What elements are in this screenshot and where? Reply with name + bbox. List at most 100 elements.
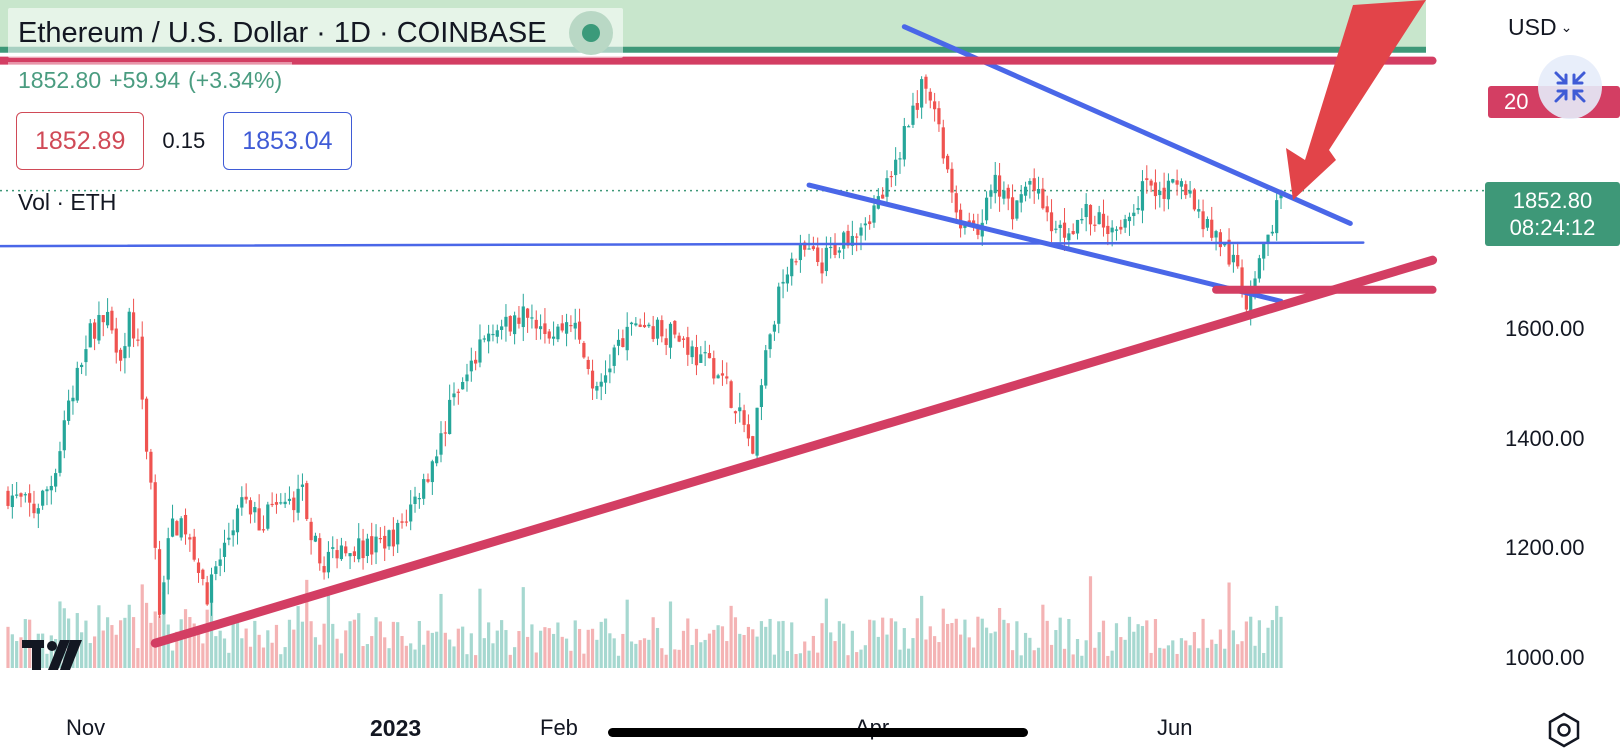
buy-price-button[interactable]: 1853.04: [223, 112, 352, 170]
candle: [1201, 199, 1205, 238]
volume-bar: [885, 634, 889, 668]
volume-bar: [1257, 620, 1261, 668]
candle: [244, 483, 248, 504]
candle: [603, 360, 608, 395]
volume-bar: [162, 592, 166, 668]
volume-bar: [378, 621, 382, 668]
volume-bar: [80, 632, 84, 668]
candle: [361, 528, 365, 570]
header-price: 1852.80: [18, 66, 102, 93]
candle: [1132, 204, 1136, 226]
candle: [907, 124, 911, 128]
volume-bar: [1062, 648, 1067, 668]
volume-bar: [846, 655, 850, 668]
volume-bar: [1071, 654, 1075, 668]
volume-bar: [751, 629, 755, 668]
red-trendline[interactable]: [150, 255, 1438, 648]
volume-bar: [729, 605, 733, 668]
settings-hexagon-icon[interactable]: [1544, 710, 1584, 750]
volume-bar: [400, 636, 404, 668]
candle: [1205, 216, 1210, 231]
volume-bar: [534, 652, 538, 668]
volume-bar: [335, 638, 339, 668]
volume-bar: [201, 643, 205, 668]
candle: [746, 414, 751, 447]
volume-bar: [266, 630, 270, 668]
candle: [28, 484, 32, 517]
symbol-header[interactable]: Ethereum / U.S. Dollar · 1D · COINBASE: [8, 8, 623, 58]
candle: [123, 332, 127, 374]
candle: [175, 519, 179, 536]
volume-bar: [430, 632, 434, 668]
volume-bar: [842, 623, 846, 668]
candle: [863, 217, 867, 241]
volume-bar: [1236, 644, 1240, 668]
volume-bar: [244, 628, 248, 668]
currency-selector[interactable]: USD ⌄: [1508, 14, 1572, 41]
volume-bar: [448, 639, 452, 668]
candle: [322, 556, 326, 580]
candle: [894, 147, 898, 186]
candle: [1162, 172, 1166, 212]
volume-bar: [781, 620, 785, 668]
candle: [396, 519, 400, 554]
candle: [474, 351, 478, 371]
price-axis[interactable]: [1486, 0, 1624, 750]
candle: [837, 247, 841, 259]
price-change-line: 1852.80 +59.94 (+3.34%): [8, 62, 293, 98]
blue-trendline[interactable]: [0, 241, 1365, 248]
annotation-arrow[interactable]: [1286, 0, 1426, 200]
volume-bar: [188, 617, 192, 668]
volume-bar: [543, 627, 547, 668]
candle: [820, 248, 824, 284]
volume-bar: [1019, 655, 1023, 668]
trendlines[interactable]: [0, 24, 1438, 648]
candle: [755, 407, 759, 459]
volume-bar: [686, 618, 690, 668]
candle: [417, 492, 421, 509]
volume-bar: [1231, 630, 1235, 668]
candle: [1028, 178, 1032, 199]
volume-bar: [564, 638, 569, 668]
volume-bar: [439, 593, 443, 668]
volume-indicator-label[interactable]: Vol · ETH: [18, 189, 117, 215]
volume-bar: [941, 608, 945, 668]
volume-bar: [404, 645, 408, 668]
volume-bar: [872, 620, 876, 668]
volume-bar: [1210, 639, 1214, 668]
symbol-title[interactable]: Ethereum / U.S. Dollar · 1D · COINBASE: [18, 16, 547, 49]
candle: [720, 360, 725, 386]
sell-price-button[interactable]: 1852.89: [16, 112, 145, 170]
candle: [240, 486, 244, 516]
volume-bar: [547, 628, 551, 668]
volume-bar: [1166, 645, 1171, 668]
volume-bar: [863, 645, 867, 668]
time-axis-label: Jun: [1157, 715, 1193, 740]
candle: [816, 237, 820, 267]
volume-bar: [101, 630, 105, 668]
volume-bar: [1214, 643, 1218, 668]
volume-bar: [612, 638, 616, 668]
candle: [712, 350, 716, 385]
candle: [699, 346, 703, 363]
volume-bar: [1023, 632, 1028, 668]
candle: [582, 341, 586, 359]
volume-bar: [114, 634, 118, 668]
volume-bar: [837, 621, 841, 668]
candle: [933, 92, 937, 122]
volume-bar: [296, 606, 300, 668]
candle: [1197, 199, 1201, 219]
candle: [725, 362, 729, 385]
candle: [751, 435, 755, 455]
home-indicator[interactable]: [608, 728, 1028, 737]
candle: [1101, 199, 1106, 237]
volume-bar: [1119, 637, 1123, 668]
candle: [404, 509, 408, 527]
chevron-down-icon: ⌄: [1560, 19, 1573, 35]
volume-bar: [166, 624, 170, 668]
candle: [1054, 220, 1058, 234]
volume-bar: [595, 639, 599, 668]
volume-bar: [1192, 632, 1197, 668]
candle: [84, 335, 88, 376]
collapse-button[interactable]: [1538, 55, 1602, 119]
